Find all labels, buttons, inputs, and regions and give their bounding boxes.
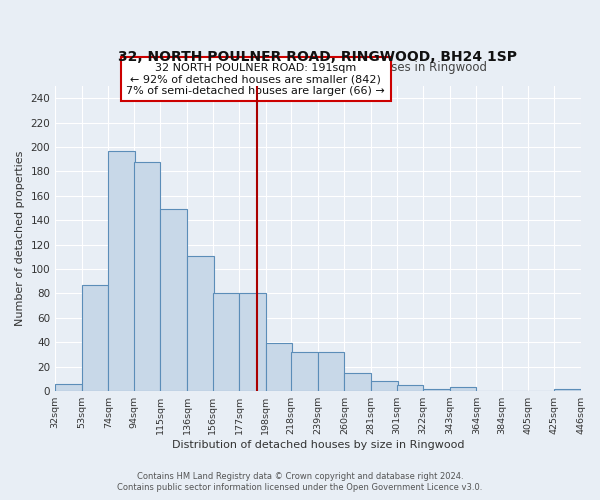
- Bar: [239, 294, 266, 391]
- Bar: [397, 385, 423, 391]
- Bar: [212, 294, 239, 391]
- Bar: [318, 352, 344, 391]
- Bar: [55, 384, 82, 391]
- Bar: [134, 162, 160, 391]
- Text: Contains HM Land Registry data © Crown copyright and database right 2024.
Contai: Contains HM Land Registry data © Crown c…: [118, 472, 482, 492]
- Title: 32, NORTH POULNER ROAD, RINGWOOD, BH24 1SP: 32, NORTH POULNER ROAD, RINGWOOD, BH24 1…: [118, 50, 517, 64]
- Y-axis label: Number of detached properties: Number of detached properties: [15, 151, 25, 326]
- Bar: [82, 285, 109, 391]
- Bar: [423, 388, 450, 391]
- Text: 32 NORTH POULNER ROAD: 191sqm
← 92% of detached houses are smaller (842)
7% of s: 32 NORTH POULNER ROAD: 191sqm ← 92% of d…: [126, 62, 385, 96]
- Bar: [291, 352, 318, 391]
- Bar: [160, 210, 187, 391]
- Bar: [371, 382, 398, 391]
- Bar: [344, 373, 371, 391]
- Bar: [187, 256, 214, 391]
- Bar: [554, 388, 581, 391]
- Text: Size of property relative to detached houses in Ringwood: Size of property relative to detached ho…: [148, 61, 487, 74]
- X-axis label: Distribution of detached houses by size in Ringwood: Distribution of detached houses by size …: [172, 440, 464, 450]
- Bar: [109, 150, 135, 391]
- Bar: [266, 344, 292, 391]
- Bar: [450, 388, 476, 391]
